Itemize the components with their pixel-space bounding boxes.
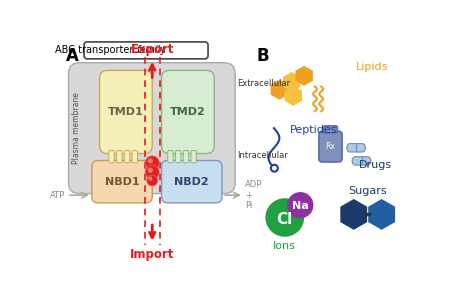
FancyBboxPatch shape — [352, 157, 371, 165]
Circle shape — [147, 175, 158, 186]
Text: Peptides: Peptides — [290, 125, 337, 135]
Text: Cl: Cl — [277, 212, 293, 226]
FancyBboxPatch shape — [183, 150, 189, 163]
FancyBboxPatch shape — [117, 150, 122, 163]
Circle shape — [148, 176, 152, 181]
Circle shape — [148, 167, 153, 173]
FancyBboxPatch shape — [191, 150, 196, 163]
Text: Plasma membrane: Plasma membrane — [72, 92, 81, 164]
Circle shape — [287, 192, 313, 218]
Text: TMD1: TMD1 — [108, 107, 144, 117]
FancyBboxPatch shape — [124, 150, 130, 163]
Text: Na: Na — [292, 201, 309, 211]
FancyBboxPatch shape — [319, 131, 342, 162]
Text: ABC transporter: ABC transporter — [55, 45, 137, 55]
Polygon shape — [284, 86, 302, 106]
Text: Intracellular: Intracellular — [237, 150, 288, 160]
Text: A: A — [65, 46, 78, 65]
Text: Extracellular: Extracellular — [237, 79, 291, 88]
Polygon shape — [283, 72, 301, 92]
FancyBboxPatch shape — [162, 70, 214, 153]
Text: NBD1: NBD1 — [105, 177, 139, 187]
Text: Export: Export — [130, 43, 174, 56]
Text: ADP
+
Pi: ADP + Pi — [245, 180, 263, 210]
Circle shape — [145, 165, 159, 179]
Polygon shape — [340, 199, 367, 230]
FancyBboxPatch shape — [69, 63, 235, 194]
Text: Import: Import — [130, 248, 174, 260]
Text: Lipids: Lipids — [356, 62, 389, 72]
FancyBboxPatch shape — [92, 161, 152, 203]
Text: Rx: Rx — [326, 142, 336, 151]
FancyBboxPatch shape — [168, 150, 173, 163]
FancyBboxPatch shape — [162, 161, 222, 203]
Text: NBD2: NBD2 — [174, 177, 209, 187]
Circle shape — [148, 158, 153, 164]
FancyBboxPatch shape — [132, 150, 137, 163]
FancyBboxPatch shape — [324, 126, 337, 133]
Text: Drugs: Drugs — [359, 160, 392, 170]
Polygon shape — [271, 80, 288, 100]
Text: B: B — [257, 46, 270, 65]
FancyBboxPatch shape — [175, 150, 181, 163]
Polygon shape — [295, 66, 313, 86]
FancyBboxPatch shape — [84, 42, 208, 59]
Circle shape — [265, 198, 304, 237]
FancyBboxPatch shape — [100, 70, 152, 153]
Text: family: family — [137, 45, 167, 55]
Circle shape — [271, 165, 278, 172]
Text: TMD2: TMD2 — [170, 107, 206, 117]
Text: ATP: ATP — [50, 191, 65, 200]
FancyBboxPatch shape — [347, 144, 365, 152]
FancyBboxPatch shape — [109, 150, 114, 163]
Polygon shape — [368, 199, 395, 230]
Text: Sugars: Sugars — [348, 186, 387, 196]
Circle shape — [145, 156, 159, 170]
Text: Ions: Ions — [273, 240, 296, 251]
